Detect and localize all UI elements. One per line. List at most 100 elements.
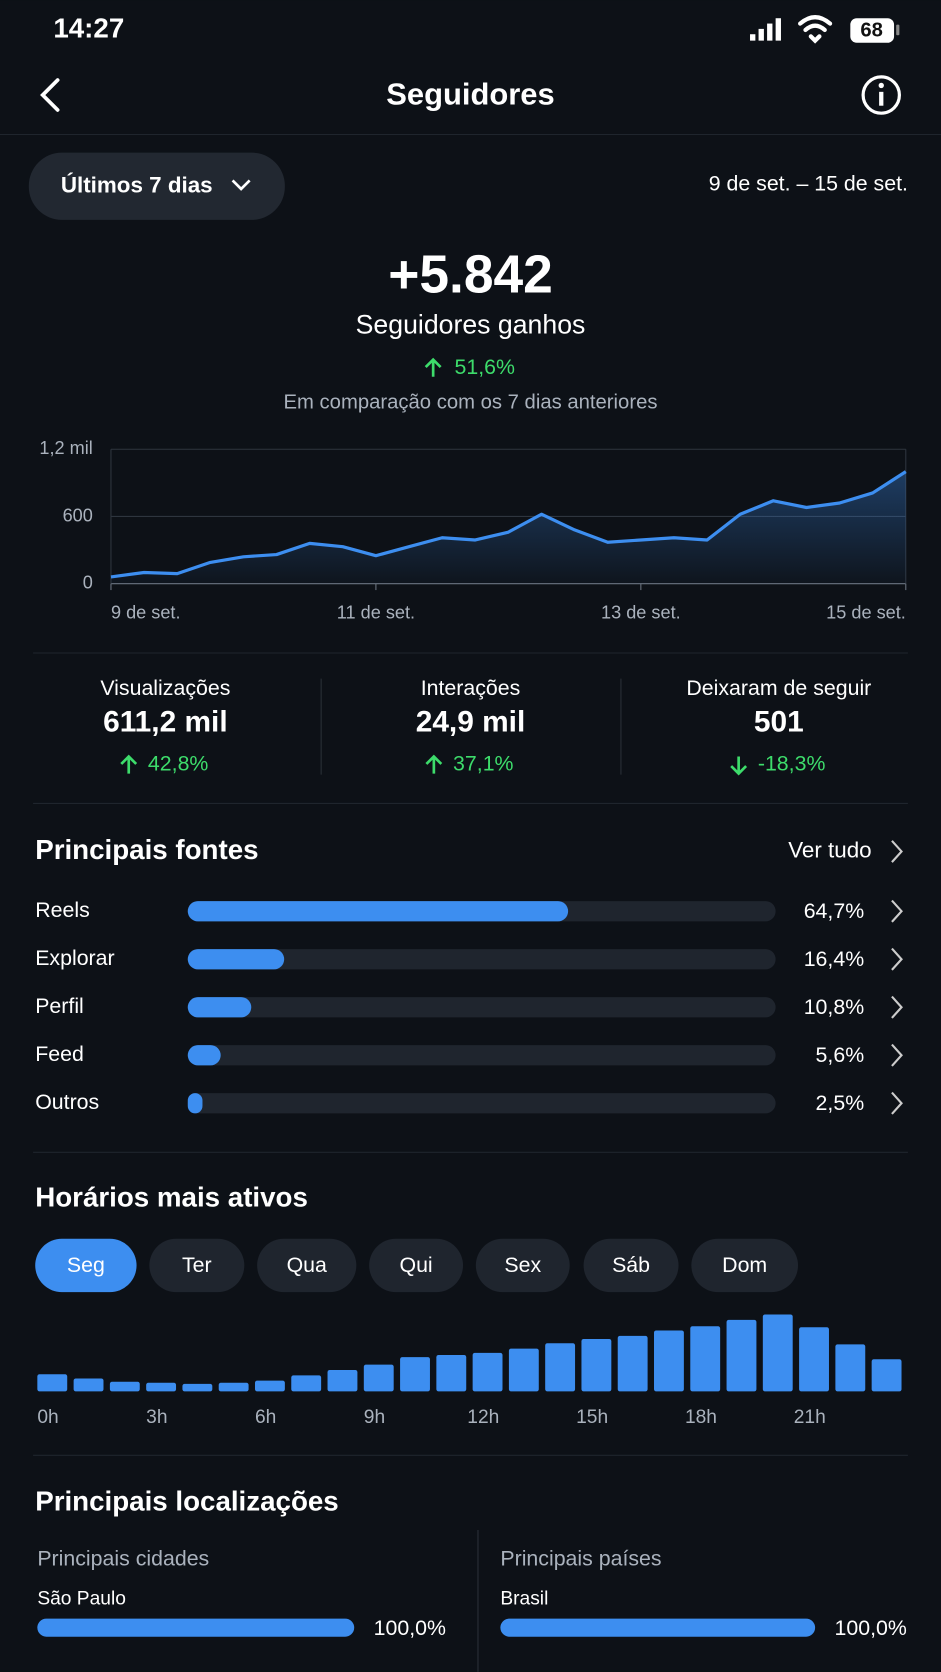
day-tab[interactable] — [257, 1238, 357, 1293]
see-all-link[interactable]: Ver tudo — [788, 837, 871, 862]
bar — [472, 1352, 503, 1392]
up-arrow — [425, 754, 443, 774]
day-tab-label: Dom — [722, 1253, 767, 1277]
source-name: Perfil — [35, 994, 84, 1018]
metric-value: 501 — [754, 705, 804, 738]
bar — [690, 1326, 721, 1392]
day-tab[interactable] — [475, 1238, 570, 1293]
source-name: Feed — [35, 1042, 84, 1066]
x-tick-label: 9 de set. — [111, 602, 181, 622]
period-selector[interactable] — [28, 152, 285, 220]
period-range: 9 de set. – 15 de set. — [709, 171, 908, 195]
day-tab[interactable] — [583, 1238, 679, 1293]
bar — [109, 1381, 140, 1392]
y-tick-label: 0 — [83, 572, 93, 592]
x-tick-label: 6h — [255, 1407, 276, 1428]
x-tick-label: 13 de set. — [601, 602, 681, 622]
x-tick-label: 3h — [146, 1407, 167, 1428]
bar — [218, 1382, 249, 1392]
period-selector-label: Últimos 7 dias — [61, 173, 213, 198]
chevron — [891, 840, 903, 863]
metric-label: Interações — [421, 676, 521, 700]
day-tab-label: Seg — [67, 1253, 105, 1277]
source-name: Explorar — [35, 946, 114, 970]
bar — [291, 1375, 322, 1392]
section-title: Principais fontes — [35, 834, 258, 865]
bar-track — [187, 949, 776, 970]
back-button[interactable] — [40, 78, 60, 112]
bar — [581, 1339, 612, 1392]
summary-comparison: Em comparação com os 7 dias anteriores — [284, 392, 658, 414]
bar — [799, 1327, 829, 1392]
bar — [617, 1335, 648, 1392]
metric-value: 611,2 mil — [103, 705, 228, 738]
source-name: Reels — [35, 898, 90, 922]
bar — [654, 1330, 684, 1392]
bar-track — [187, 997, 776, 1018]
bar — [37, 1618, 355, 1637]
location-percent: 100,0% — [835, 1616, 907, 1640]
location-name: São Paulo — [37, 1588, 126, 1609]
battery-tip — [896, 24, 900, 36]
x-tick-label: 11 de set. — [337, 602, 415, 622]
page-title: Seguidores — [386, 76, 554, 111]
line — [110, 470, 907, 579]
y-tick-label: 1,2 mil — [39, 438, 92, 458]
day-tab-label: Sáb — [612, 1253, 650, 1277]
section-title: Horários mais ativos — [35, 1182, 308, 1213]
bar — [37, 1374, 68, 1392]
area — [110, 471, 906, 584]
battery-icon — [850, 18, 895, 43]
chevron[interactable] — [891, 995, 903, 1019]
x-tick-label: 15h — [576, 1407, 608, 1428]
metric-label: Deixaram de seguir — [686, 676, 871, 700]
bar — [835, 1344, 866, 1392]
bar-track — [187, 1093, 776, 1114]
wifi-icon — [798, 15, 833, 44]
chevron[interactable] — [891, 1091, 903, 1115]
dropdown-icon — [231, 179, 251, 191]
day-tab[interactable] — [691, 1238, 799, 1293]
bar — [187, 1093, 203, 1114]
metric-value: 24,9 mil — [416, 705, 526, 738]
source-percent: 2,5% — [816, 1091, 865, 1115]
bar — [726, 1319, 757, 1392]
bar — [187, 901, 569, 922]
metric-label: Visualizações — [100, 676, 230, 700]
info-button[interactable] — [861, 75, 901, 115]
x-tick-label: 21h — [794, 1407, 826, 1428]
bar-track — [187, 1045, 776, 1066]
day-tab[interactable] — [149, 1238, 245, 1293]
bar — [182, 1383, 213, 1392]
chevron[interactable] — [891, 1043, 903, 1067]
chevron[interactable] — [891, 947, 903, 971]
bar — [327, 1369, 358, 1392]
up-arrow — [424, 357, 442, 377]
metric-change: 37,1% — [453, 752, 514, 776]
group-title: Principais países — [500, 1547, 661, 1571]
bar — [146, 1382, 177, 1392]
day-tab[interactable] — [369, 1238, 464, 1293]
group-title: Principais cidades — [37, 1547, 209, 1571]
day-tab-label: Sex — [504, 1253, 541, 1277]
x-tick-label: 15 de set. — [826, 602, 906, 622]
up-arrow — [120, 754, 138, 774]
bar — [187, 997, 252, 1018]
bar — [871, 1359, 902, 1392]
x-tick-label: 0h — [37, 1407, 58, 1428]
bar — [187, 949, 285, 970]
x-tick-label: 18h — [685, 1407, 717, 1428]
day-tab[interactable] — [35, 1238, 137, 1293]
bar — [400, 1357, 430, 1392]
day-tab-label: Qua — [287, 1253, 327, 1277]
summary-value: +5.842 — [388, 246, 553, 305]
battery-level: 68 — [860, 19, 883, 41]
x-tick-label: 12h — [467, 1407, 499, 1428]
metric-change: 42,8% — [148, 752, 209, 776]
summary-change: 51,6% — [454, 355, 515, 379]
section-title: Principais localizações — [35, 1486, 339, 1517]
chevron[interactable] — [891, 899, 903, 923]
